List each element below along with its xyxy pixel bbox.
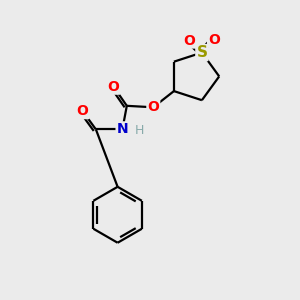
Text: O: O — [147, 100, 159, 114]
Text: O: O — [208, 33, 220, 47]
Text: O: O — [183, 34, 195, 47]
Text: S: S — [196, 45, 207, 60]
Text: N: N — [117, 122, 128, 136]
Text: O: O — [108, 80, 119, 94]
Text: O: O — [77, 104, 88, 118]
Text: H: H — [135, 124, 144, 137]
